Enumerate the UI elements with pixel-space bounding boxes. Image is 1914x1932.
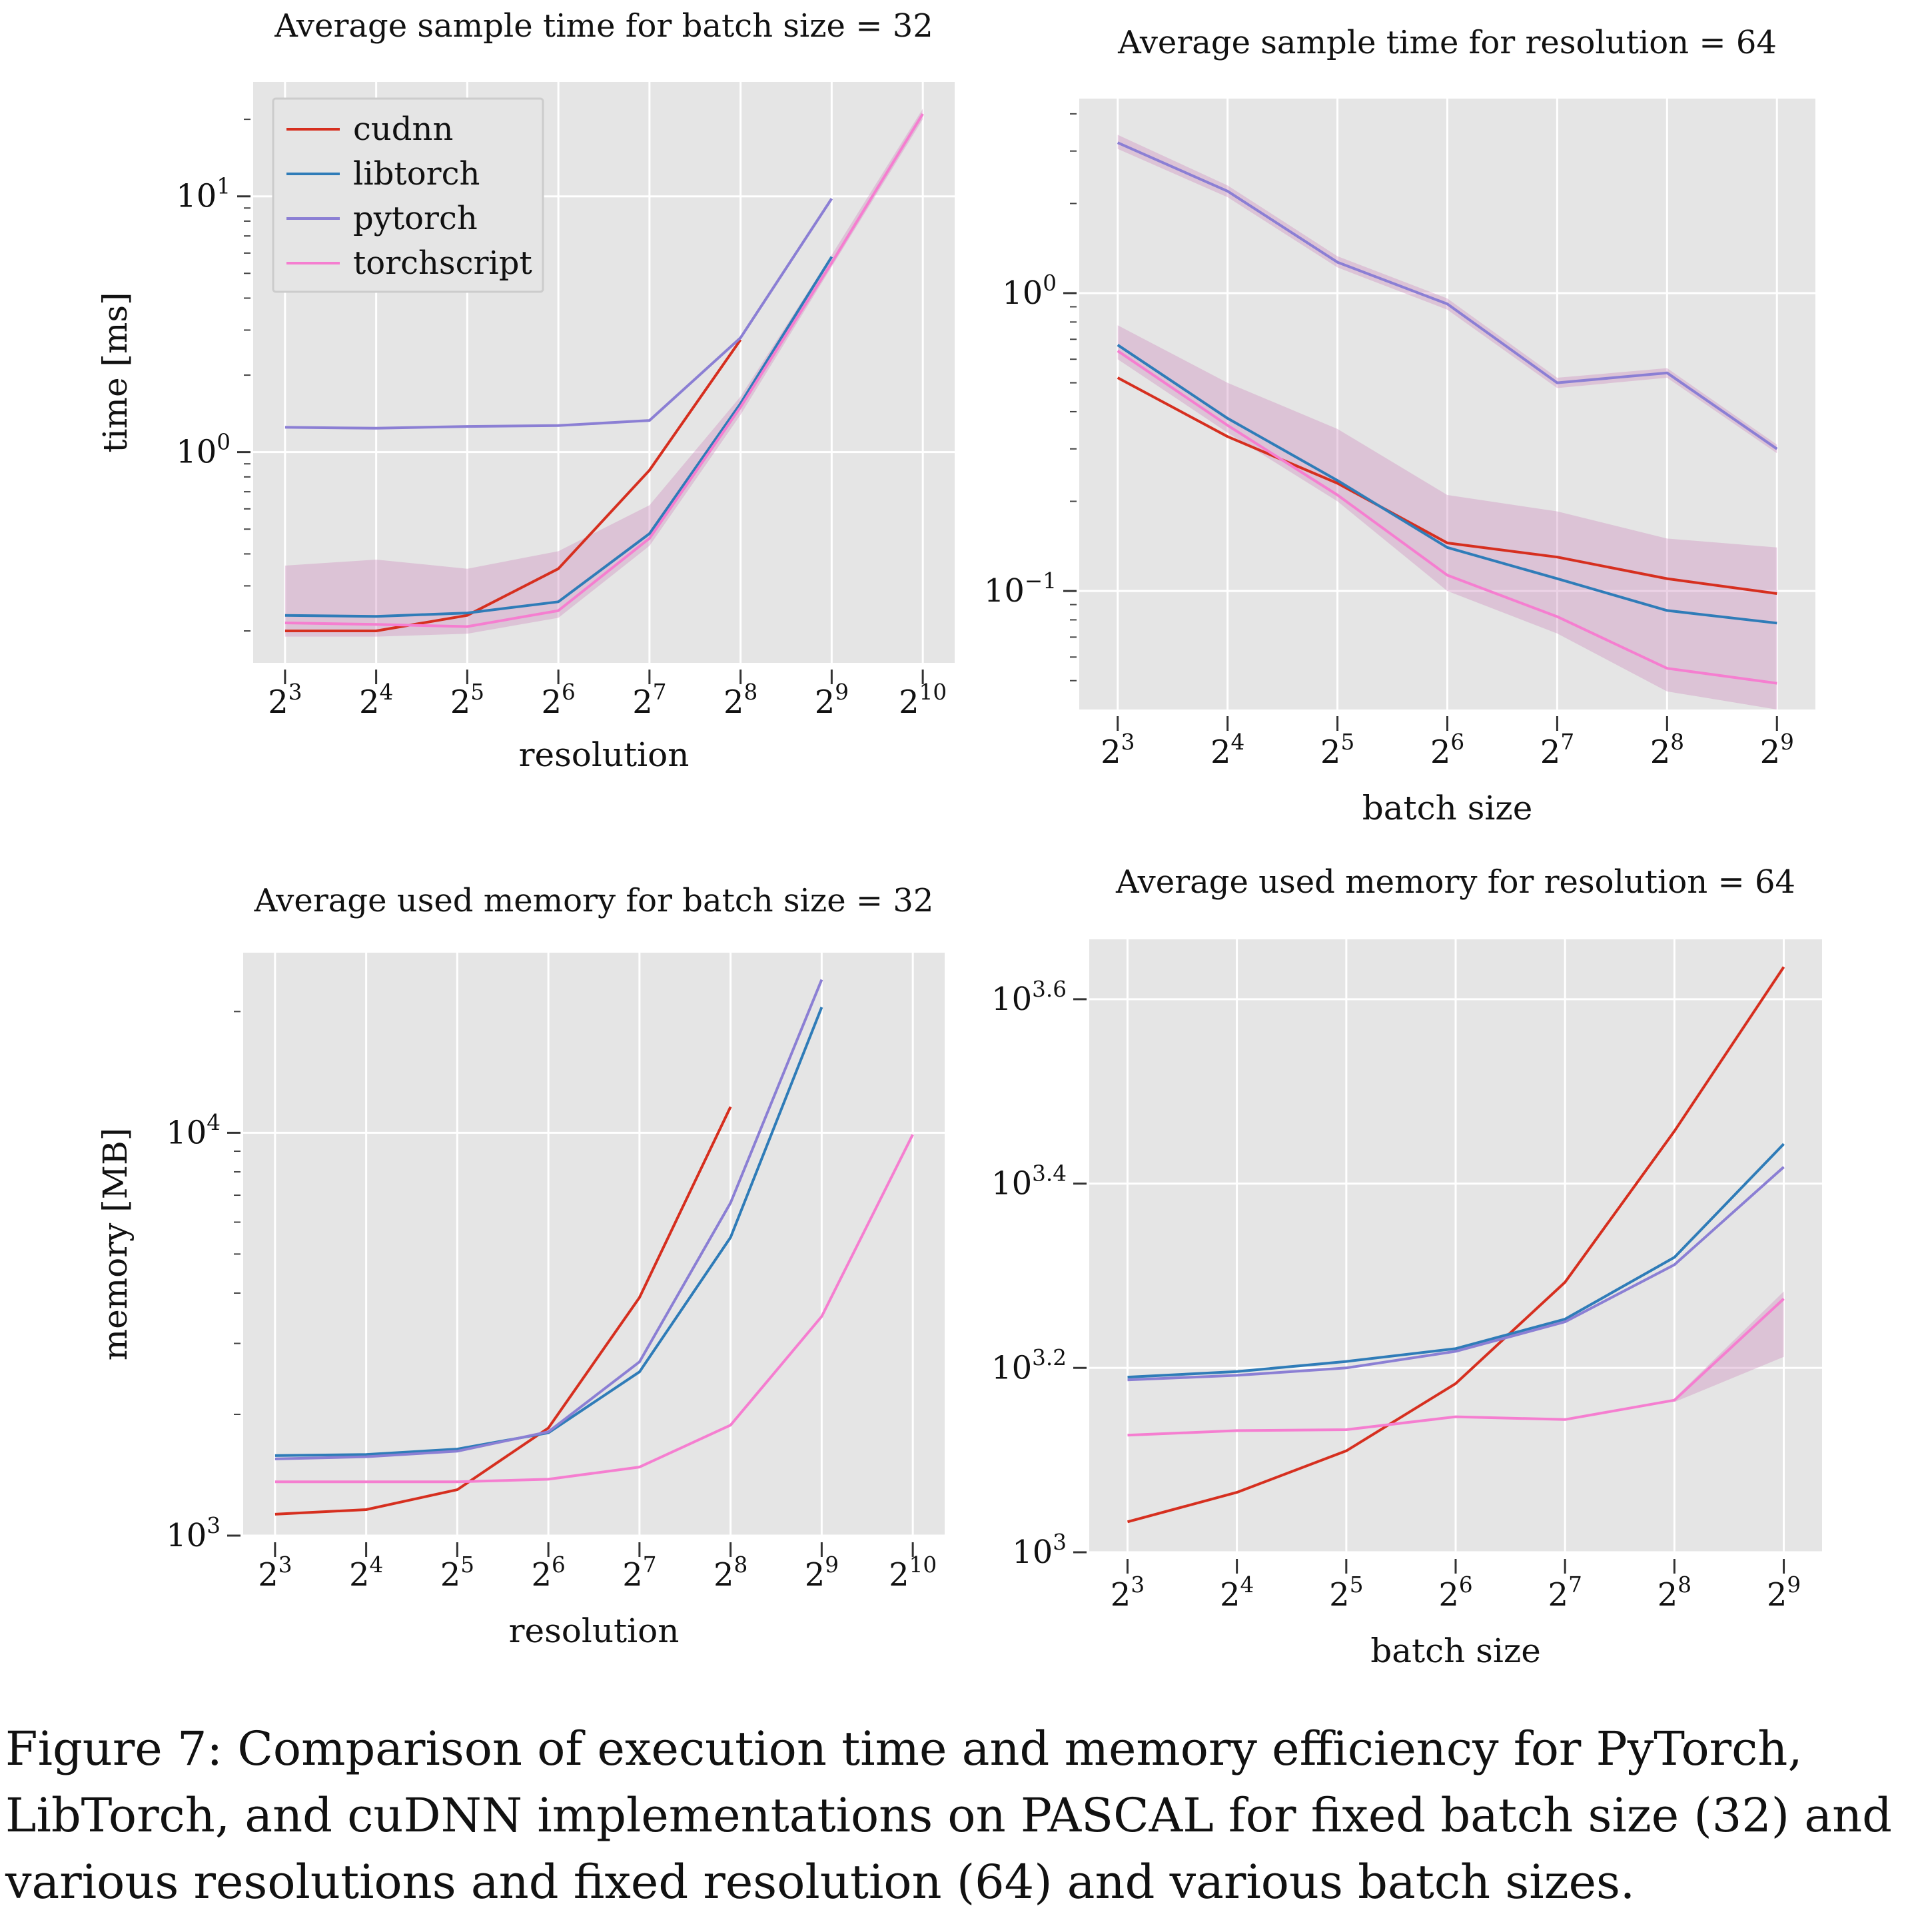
series-line-libtorch — [284, 256, 833, 618]
plot-area — [243, 953, 945, 1536]
x-axis-label: batch size — [1362, 789, 1533, 827]
y-tick-label: 103 — [1012, 1530, 1067, 1571]
chart-title: Average used memory for batch size = 32 — [254, 882, 934, 919]
y-tick-label: 104 — [166, 1110, 221, 1151]
x-tick-label: 210 — [899, 680, 947, 721]
x-tick-label: 25 — [1320, 729, 1354, 771]
confidence-band — [284, 109, 923, 637]
chart-title: Average sample time for batch size = 32 — [274, 7, 933, 45]
chart-title: Average sample time for resolution = 64 — [1117, 24, 1777, 61]
x-tick-label: 26 — [1430, 729, 1464, 771]
x-tick-label: 28 — [1658, 1572, 1691, 1614]
x-tick-label: 24 — [1210, 729, 1244, 771]
y-tick-label: 101 — [176, 174, 231, 215]
y-tick-label: 103 — [166, 1513, 221, 1554]
series-line-cudnn — [1127, 966, 1785, 1524]
legend-label-pytorch: pytorch — [353, 200, 478, 237]
x-tick-label: 26 — [1438, 1572, 1472, 1614]
y-tick-label: 100 — [176, 429, 231, 470]
series-line-torchscript — [284, 113, 924, 628]
confidence-band — [1117, 135, 1777, 454]
series-line-torchscript — [274, 1134, 914, 1484]
x-tick-label: 28 — [714, 1552, 747, 1594]
series-line-pytorch — [1127, 1166, 1785, 1382]
confidence-band — [1117, 325, 1777, 710]
series-line-torchscript — [1117, 350, 1777, 685]
x-tick-label: 24 — [349, 1552, 383, 1594]
x-tick-label: 210 — [889, 1552, 937, 1594]
series-line-pytorch — [274, 979, 823, 1460]
x-tick-label: 27 — [622, 1552, 656, 1594]
series-line-cudnn — [274, 1106, 732, 1516]
x-tick-label: 25 — [450, 680, 484, 721]
x-axis-label: batch size — [1370, 1632, 1541, 1670]
y-tick-label: 10−1 — [984, 568, 1057, 610]
series-line-libtorch — [1117, 344, 1777, 625]
series-line-torchscript — [1127, 1298, 1785, 1437]
y-tick-label: 100 — [1002, 270, 1057, 312]
legend-label-torchscript: torchscript — [353, 244, 532, 282]
x-tick-label: 24 — [1220, 1572, 1254, 1614]
x-tick-label: 23 — [1111, 1572, 1145, 1614]
x-tick-label: 27 — [632, 680, 666, 721]
x-tick-label: 26 — [531, 1552, 565, 1594]
y-tick-label: 103.6 — [991, 977, 1067, 1018]
y-axis-label: memory [MB] — [96, 1128, 135, 1361]
x-tick-label: 29 — [1760, 729, 1794, 771]
x-tick-label: 27 — [1540, 729, 1574, 771]
x-tick-label: 29 — [805, 1552, 839, 1594]
series-line-pytorch — [284, 198, 833, 430]
x-tick-label: 25 — [1329, 1572, 1363, 1614]
series-line-libtorch — [1127, 1143, 1785, 1379]
series-line-cudnn — [284, 338, 742, 632]
chart-4: 23 24 25 26 27 28 29 103 103.2 103.4 103.6 Average … — [991, 863, 1822, 1670]
x-tick-label: 29 — [815, 680, 849, 721]
series-line-pytorch — [1117, 141, 1778, 450]
chart-3: 23 24 25 26 27 28 29 210 103 104 Average used memo… — [96, 882, 945, 1650]
figure-canvas: 23 24 25 26 27 28 29 210 100 101 Average sample ti… — [96, 7, 1822, 1670]
legend-label-cudnn: cudnn — [353, 111, 453, 148]
y-tick-label: 103.4 — [991, 1161, 1067, 1202]
x-tick-label: 23 — [258, 1552, 292, 1594]
x-axis-label: resolution — [519, 735, 690, 774]
x-tick-label: 28 — [723, 680, 757, 721]
series-line-cudnn — [1117, 376, 1777, 595]
figure-caption: Figure 7: Comparison of execution time a… — [5, 1721, 1892, 1909]
legend-label-libtorch: libtorch — [353, 155, 480, 193]
x-tick-label: 25 — [440, 1552, 474, 1594]
x-tick-label: 28 — [1650, 729, 1684, 771]
x-tick-label: 27 — [1548, 1572, 1582, 1614]
x-axis-label: resolution — [509, 1612, 680, 1650]
y-tick-label: 103.2 — [991, 1345, 1067, 1386]
x-tick-label: 23 — [268, 680, 302, 721]
legend-box — [272, 97, 544, 293]
y-axis-label: time [ms] — [96, 292, 135, 452]
x-tick-label: 26 — [541, 680, 575, 721]
x-tick-label: 29 — [1767, 1572, 1801, 1614]
x-tick-label: 23 — [1101, 729, 1135, 771]
chart-2: 23 24 25 26 27 28 29 10−1 100 Average sample time… — [984, 24, 1815, 827]
x-tick-label: 24 — [359, 680, 393, 721]
chart-title: Average used memory for resolution = 64 — [1115, 863, 1795, 901]
chart-1: 23 24 25 26 27 28 29 210 100 101 Average sample ti… — [96, 7, 955, 774]
